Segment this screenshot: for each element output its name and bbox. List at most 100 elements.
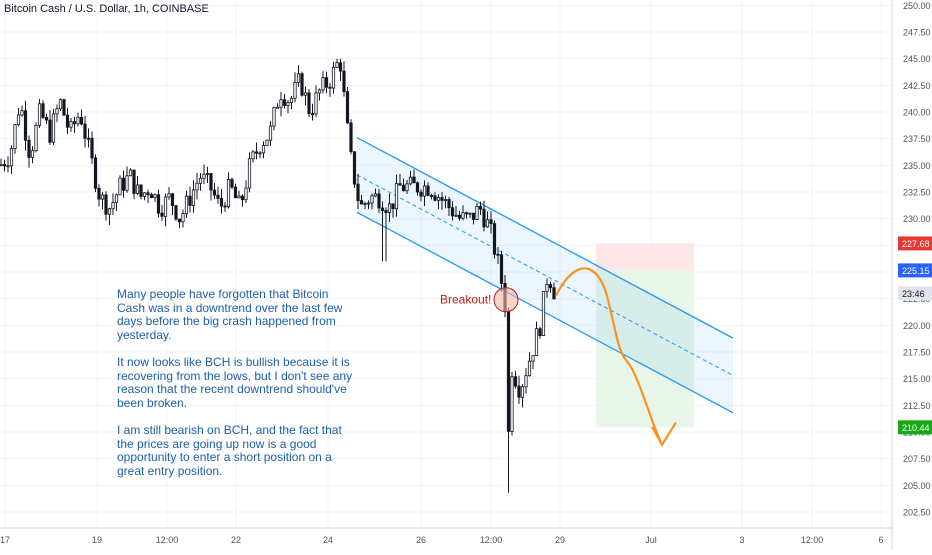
candle <box>454 206 458 218</box>
candle-body <box>90 137 94 159</box>
candle <box>0 158 3 167</box>
candle-body <box>107 208 112 215</box>
candle <box>48 110 52 145</box>
candle <box>461 205 465 221</box>
candle-body <box>83 123 87 139</box>
candle <box>97 184 101 207</box>
candle <box>191 180 196 213</box>
candle <box>93 154 98 193</box>
candle <box>111 193 115 215</box>
candle-body <box>401 184 406 192</box>
candle <box>142 192 147 201</box>
candle-body <box>100 194 105 200</box>
candle <box>58 98 63 112</box>
chart-title: Bitcoin Cash / U.S. Dollar, 1h, COINBASE <box>4 3 209 15</box>
candle-body <box>177 218 182 223</box>
candle <box>72 116 77 133</box>
candle <box>412 169 416 184</box>
candle-body <box>293 82 297 99</box>
candle-body <box>65 114 70 128</box>
price-label: 225.15 <box>902 266 930 276</box>
x-tick-label: 12:00 <box>156 535 179 545</box>
candle-body <box>345 91 350 124</box>
candle-body <box>391 203 395 210</box>
candle <box>16 107 21 127</box>
candle-body <box>548 284 553 289</box>
candle-body <box>307 92 311 114</box>
candle-body <box>545 284 549 292</box>
candle-body <box>324 77 329 88</box>
candle <box>160 205 164 222</box>
candle-body <box>468 212 472 215</box>
candle <box>436 194 441 209</box>
candle-body <box>212 189 217 196</box>
candle-body <box>300 73 304 96</box>
candle-body <box>380 207 385 211</box>
price-label: 23:46 <box>902 289 925 299</box>
candle-body <box>104 194 108 215</box>
candle-body <box>314 92 318 115</box>
candle-body <box>538 328 542 337</box>
candle <box>457 210 462 221</box>
note-paragraph: I am still bearish on BCH, and the fact … <box>117 422 342 478</box>
candle-body <box>230 179 234 188</box>
candle-body <box>195 182 199 191</box>
candle-body <box>233 186 238 199</box>
candle <box>216 186 220 204</box>
candle <box>363 201 367 210</box>
candle-body <box>44 116 49 121</box>
candle-body <box>398 183 402 186</box>
channel-upper-line[interactable] <box>356 137 734 339</box>
candle <box>485 211 490 228</box>
candle <box>156 189 161 218</box>
candle <box>209 172 213 201</box>
candle-body <box>419 191 423 197</box>
candle-body <box>282 99 287 106</box>
x-tick-label: 3 <box>739 535 744 545</box>
candle-body <box>342 70 346 93</box>
candle-body <box>6 165 10 168</box>
candle <box>125 166 129 193</box>
candle-body <box>223 205 227 208</box>
candle-body <box>51 113 56 143</box>
candle-body <box>496 253 500 256</box>
candle <box>328 83 332 97</box>
candle-body <box>261 145 266 154</box>
candle-body <box>359 200 364 205</box>
x-tick-label: 24 <box>323 535 333 545</box>
candle <box>408 170 413 186</box>
candle <box>289 95 294 110</box>
candle-body <box>429 195 434 197</box>
channel-median-line <box>356 174 734 376</box>
candle <box>433 192 437 202</box>
breakout-marker[interactable] <box>493 287 519 313</box>
candle <box>517 375 521 404</box>
candle <box>440 192 444 210</box>
candle-body <box>93 157 98 189</box>
candle-body <box>146 192 150 195</box>
candle <box>195 172 199 200</box>
candle <box>394 174 399 217</box>
candle-body <box>303 92 308 96</box>
x-tick-label: 22 <box>231 535 241 545</box>
candle-body <box>69 121 73 128</box>
price-label-bg <box>898 286 932 301</box>
candle <box>520 384 525 408</box>
candle-body <box>0 164 3 166</box>
candle-body <box>79 116 84 125</box>
candle <box>34 122 38 153</box>
candle-body <box>20 110 24 116</box>
y-tick-label: 250.00 <box>903 1 931 11</box>
candle-body <box>258 152 262 155</box>
candle-body <box>97 187 101 200</box>
candle <box>478 201 483 215</box>
candle-body <box>41 103 45 118</box>
candle <box>258 151 262 159</box>
candle <box>181 209 185 228</box>
projection-arrow[interactable] <box>555 267 663 446</box>
y-tick-label: 232.50 <box>903 188 931 198</box>
candle-body <box>506 310 511 432</box>
candle-body <box>443 199 448 201</box>
